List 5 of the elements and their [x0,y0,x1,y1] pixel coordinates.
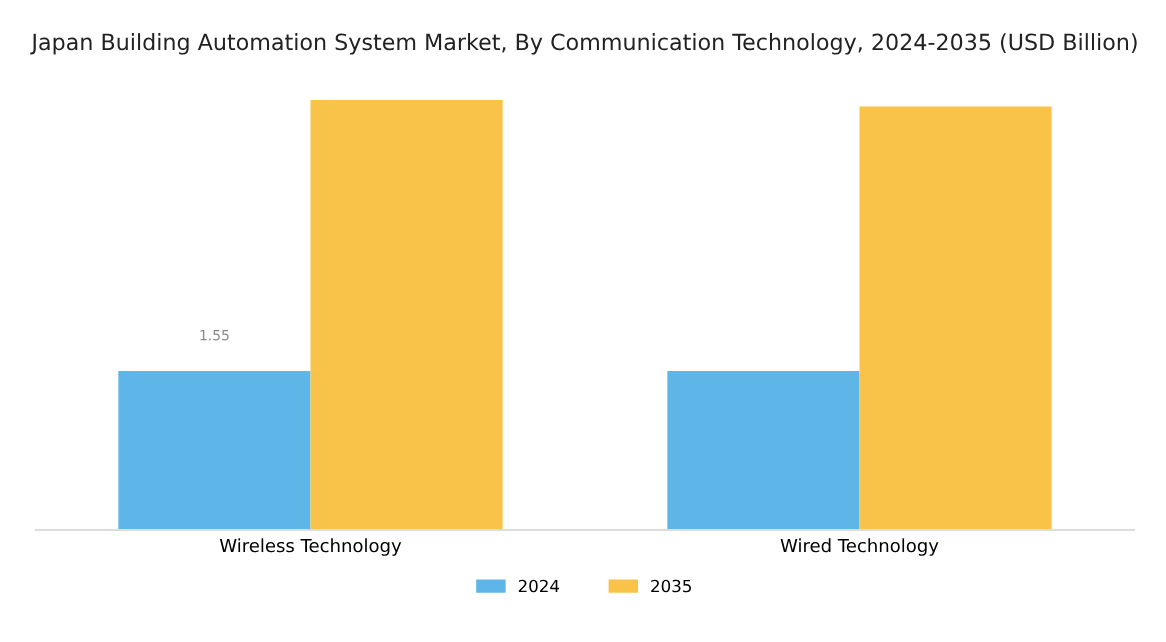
chart-title: Japan Building Automation System Market, By Communication Technology, 2024-2035 (USD Billion) [30,33,1137,55]
legend-label: 2035 [651,579,691,593]
x-tick-label: Wireless Technology [219,538,402,556]
legend-label: 2024 [518,579,560,593]
x-tick-label: Wired Technology [780,538,939,556]
